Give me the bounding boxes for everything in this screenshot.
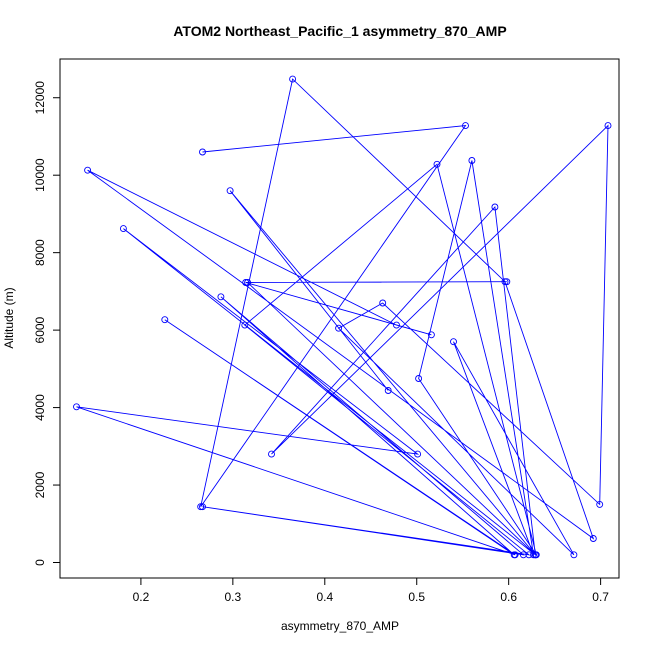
- y-tick-label: 6000: [33, 316, 47, 343]
- y-axis: 0 2000 4000 6000 8000 10000 12000: [33, 81, 61, 566]
- x-tick-label: 0.6: [500, 590, 517, 604]
- data-point: [604, 122, 612, 130]
- data-point: [84, 166, 92, 174]
- data-point: [119, 225, 127, 233]
- data-point: [335, 324, 343, 332]
- x-tick-label: 0.5: [408, 590, 425, 604]
- data-point: [384, 387, 392, 394]
- y-tick-label: 10000: [33, 158, 47, 192]
- data-point: [73, 403, 80, 411]
- data-point: [241, 321, 249, 329]
- data-point: [503, 278, 511, 286]
- data-point: [589, 535, 597, 542]
- data-point: [161, 316, 169, 324]
- data-point: [531, 551, 539, 559]
- data-point: [393, 321, 400, 329]
- data-point: [596, 500, 604, 508]
- data-point: [289, 75, 297, 83]
- data-point: [197, 503, 205, 511]
- data-point: [510, 551, 518, 559]
- data-point: [268, 450, 275, 458]
- data-point: [379, 299, 387, 307]
- data-point: [501, 278, 509, 286]
- data-point: [433, 160, 441, 168]
- series-line: [76, 78, 609, 557]
- x-tick-label: 0.2: [133, 590, 150, 604]
- data-point: [415, 375, 423, 382]
- data-point: [468, 157, 476, 164]
- data-point: [242, 279, 250, 286]
- x-axis-label: asymmetry_870_AMP: [281, 619, 399, 633]
- y-tick-label: 12000: [33, 81, 47, 115]
- data-point: [199, 148, 206, 156]
- data-point: [462, 122, 469, 130]
- series-layer: [73, 75, 612, 559]
- y-tick-label: 8000: [33, 239, 47, 266]
- plot-area-frame: [59, 58, 620, 579]
- data-point: [570, 551, 578, 559]
- chart-title: ATOM2 Northeast_Pacific_1 asymmetry_870_…: [173, 23, 506, 39]
- y-tick-label: 2000: [33, 471, 47, 498]
- data-point: [217, 293, 225, 301]
- data-point: [244, 279, 252, 286]
- data-point: [427, 331, 435, 339]
- data-point: [519, 551, 527, 559]
- data-point: [530, 551, 537, 559]
- x-tick-label: 0.4: [316, 590, 333, 604]
- x-axis: 0.2 0.3 0.4 0.5 0.6 0.7: [133, 577, 609, 604]
- data-point: [450, 338, 457, 346]
- y-axis-label: Altitude (m): [2, 287, 16, 348]
- y-tick-label: 0: [33, 559, 47, 566]
- x-tick-label: 0.3: [225, 590, 242, 604]
- data-point: [199, 503, 206, 511]
- data-point: [491, 203, 499, 211]
- y-tick-label: 4000: [33, 394, 47, 421]
- data-point: [414, 450, 422, 458]
- data-point: [226, 187, 234, 195]
- x-tick-label: 0.7: [592, 590, 609, 604]
